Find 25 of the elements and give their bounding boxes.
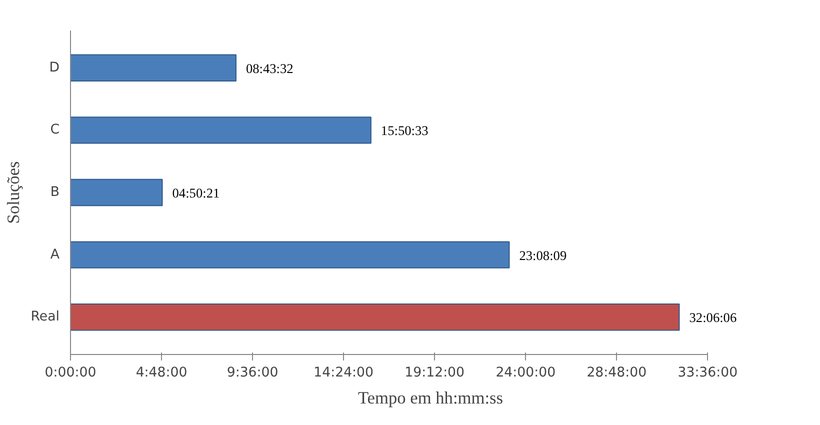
data-label: 04:50:21 (172, 186, 220, 200)
bar (70, 54, 236, 82)
y-axis-title: Soluções (4, 160, 23, 224)
bar (70, 178, 163, 206)
x-tick-label: 9:36:00 (226, 366, 278, 380)
x-tick-label: 24:00:00 (496, 366, 556, 380)
y-tick-label: C (50, 122, 60, 138)
x-tick-label: 28:48:00 (586, 366, 647, 380)
bar (70, 241, 510, 268)
x-tick-label: 33:36:00 (678, 366, 738, 380)
y-tick-label: D (49, 60, 60, 76)
x-tick-label: 14:24:00 (314, 366, 374, 380)
data-label: 23:08:09 (519, 248, 567, 263)
data-label: 32:06:06 (689, 310, 737, 326)
y-tick-label: Real (30, 310, 60, 325)
data-label: 08:43:32 (246, 60, 294, 76)
x-tick-label: 19:12:00 (404, 366, 465, 380)
y-tick-label: A (50, 247, 60, 262)
x-axis-title: Tempo em hh:mm:ss (358, 388, 504, 408)
bar (70, 116, 372, 144)
bar (70, 304, 680, 331)
data-label: 15:50:33 (380, 123, 429, 138)
y-tick-label: B (50, 185, 60, 200)
x-tick-label: 0:00:00 (44, 366, 96, 380)
x-tick-label: 4:48:00 (136, 366, 188, 380)
